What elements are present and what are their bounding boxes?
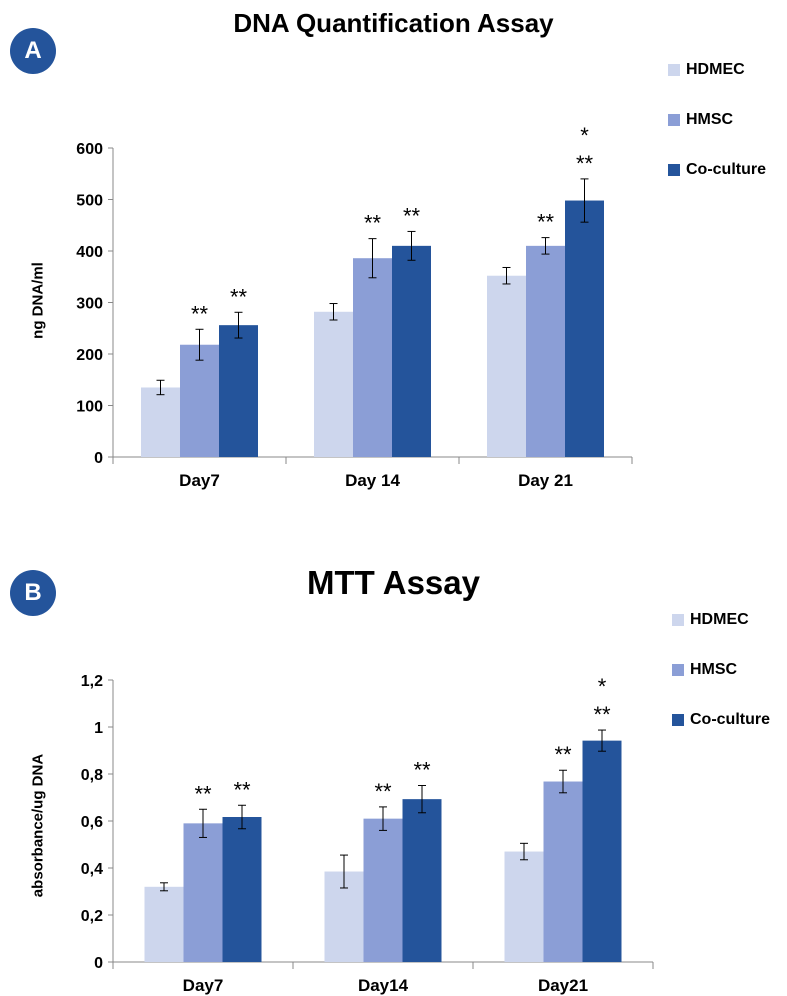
bar-hmsc-2	[353, 258, 392, 457]
legend-item-co-culture: Co-culture	[672, 708, 770, 732]
significance-marker: **	[364, 211, 382, 236]
y-tick-label: 0	[94, 450, 103, 467]
legend-item-hmsc: HMSC	[672, 658, 770, 682]
legend-swatch	[668, 114, 680, 126]
y-tick-label: 0,8	[81, 767, 103, 784]
legend: HDMEC HMSC Co-culture	[672, 608, 770, 758]
significance-marker: **	[233, 777, 251, 802]
legend-item-hmsc: HMSC	[668, 108, 766, 132]
bar-hmsc-2	[363, 818, 403, 962]
legend: HDMEC HMSC Co-culture	[668, 58, 766, 208]
bar-hdmec-3	[487, 275, 526, 457]
legend-swatch	[668, 164, 680, 176]
legend-label: HDMEC	[690, 611, 749, 628]
y-tick-label: 500	[76, 193, 103, 210]
legend-label: Co-culture	[690, 711, 770, 728]
y-tick-label: 0	[94, 955, 103, 972]
legend-label: HMSC	[690, 661, 738, 678]
significance-marker: **	[230, 284, 248, 309]
bar-hdmec-3	[504, 851, 544, 962]
legend-label: Co-culture	[686, 161, 766, 178]
bar-co-culture-2	[402, 799, 442, 962]
bar-co-culture-3	[565, 200, 604, 457]
y-tick-label: 200	[76, 347, 103, 364]
legend-label: HMSC	[686, 111, 734, 128]
bar-co-culture-1	[222, 817, 262, 962]
x-tick-label: Day7	[179, 471, 220, 490]
legend-swatch	[668, 64, 680, 76]
bar-hdmec-1	[141, 387, 180, 457]
legend-item-hdmec: HDMEC	[672, 608, 770, 632]
x-tick-label: Day14	[358, 976, 409, 995]
legend-swatch	[672, 714, 684, 726]
y-tick-label: 100	[76, 399, 103, 416]
bar-hmsc-1	[183, 823, 223, 962]
y-tick-label: 600	[76, 141, 103, 158]
bar-hdmec-2	[314, 311, 353, 457]
x-tick-label: Day 14	[345, 471, 400, 490]
legend-label: HDMEC	[686, 61, 745, 78]
y-tick-label: 0,6	[81, 814, 103, 831]
significance-marker: **	[593, 702, 611, 727]
x-tick-label: Day 21	[518, 471, 573, 490]
significance-marker: **	[194, 781, 212, 806]
significance-marker: *	[598, 674, 607, 699]
legend-swatch	[672, 664, 684, 676]
significance-marker: **	[413, 758, 431, 783]
panel-a-dna-quantification: A DNA Quantification Assay HDMEC HMSC Co…	[10, 8, 766, 490]
significance-marker: **	[576, 151, 594, 176]
panel-badge: B	[10, 570, 56, 616]
significance-marker: **	[554, 742, 572, 767]
y-tick-label: 0,2	[81, 908, 103, 925]
legend-item-co-culture: Co-culture	[668, 158, 766, 182]
significance-marker: **	[537, 210, 555, 235]
chart-title: DNA Quantification Assay	[233, 8, 554, 38]
significance-marker: *	[580, 123, 589, 148]
y-tick-label: 0,4	[81, 861, 103, 878]
bar-co-culture-2	[392, 245, 431, 457]
bar-hmsc-1	[180, 344, 219, 457]
legend-item-hdmec: HDMEC	[668, 58, 766, 82]
bar-hmsc-3	[526, 245, 565, 457]
y-tick-label: 300	[76, 296, 103, 313]
y-tick-label: 1	[94, 720, 103, 737]
bar-hmsc-3	[543, 781, 583, 962]
legend-swatch	[672, 614, 684, 626]
y-tick-label: 400	[76, 244, 103, 261]
significance-marker: **	[191, 301, 209, 326]
bar-co-culture-1	[219, 325, 258, 457]
x-tick-label: Day21	[538, 976, 588, 995]
x-tick-label: Day7	[183, 976, 224, 995]
significance-marker: **	[403, 203, 421, 228]
bar-hdmec-1	[144, 886, 184, 962]
panel-badge: A	[10, 28, 56, 74]
significance-marker: **	[374, 779, 392, 804]
y-tick-label: 1,2	[81, 673, 103, 690]
panel-b-mtt-assay: B MTT Assay HDMEC HMSC Co-culture absorb…	[0, 498, 787, 996]
chart-title: MTT Assay	[307, 564, 480, 601]
bar-co-culture-3	[582, 740, 622, 962]
